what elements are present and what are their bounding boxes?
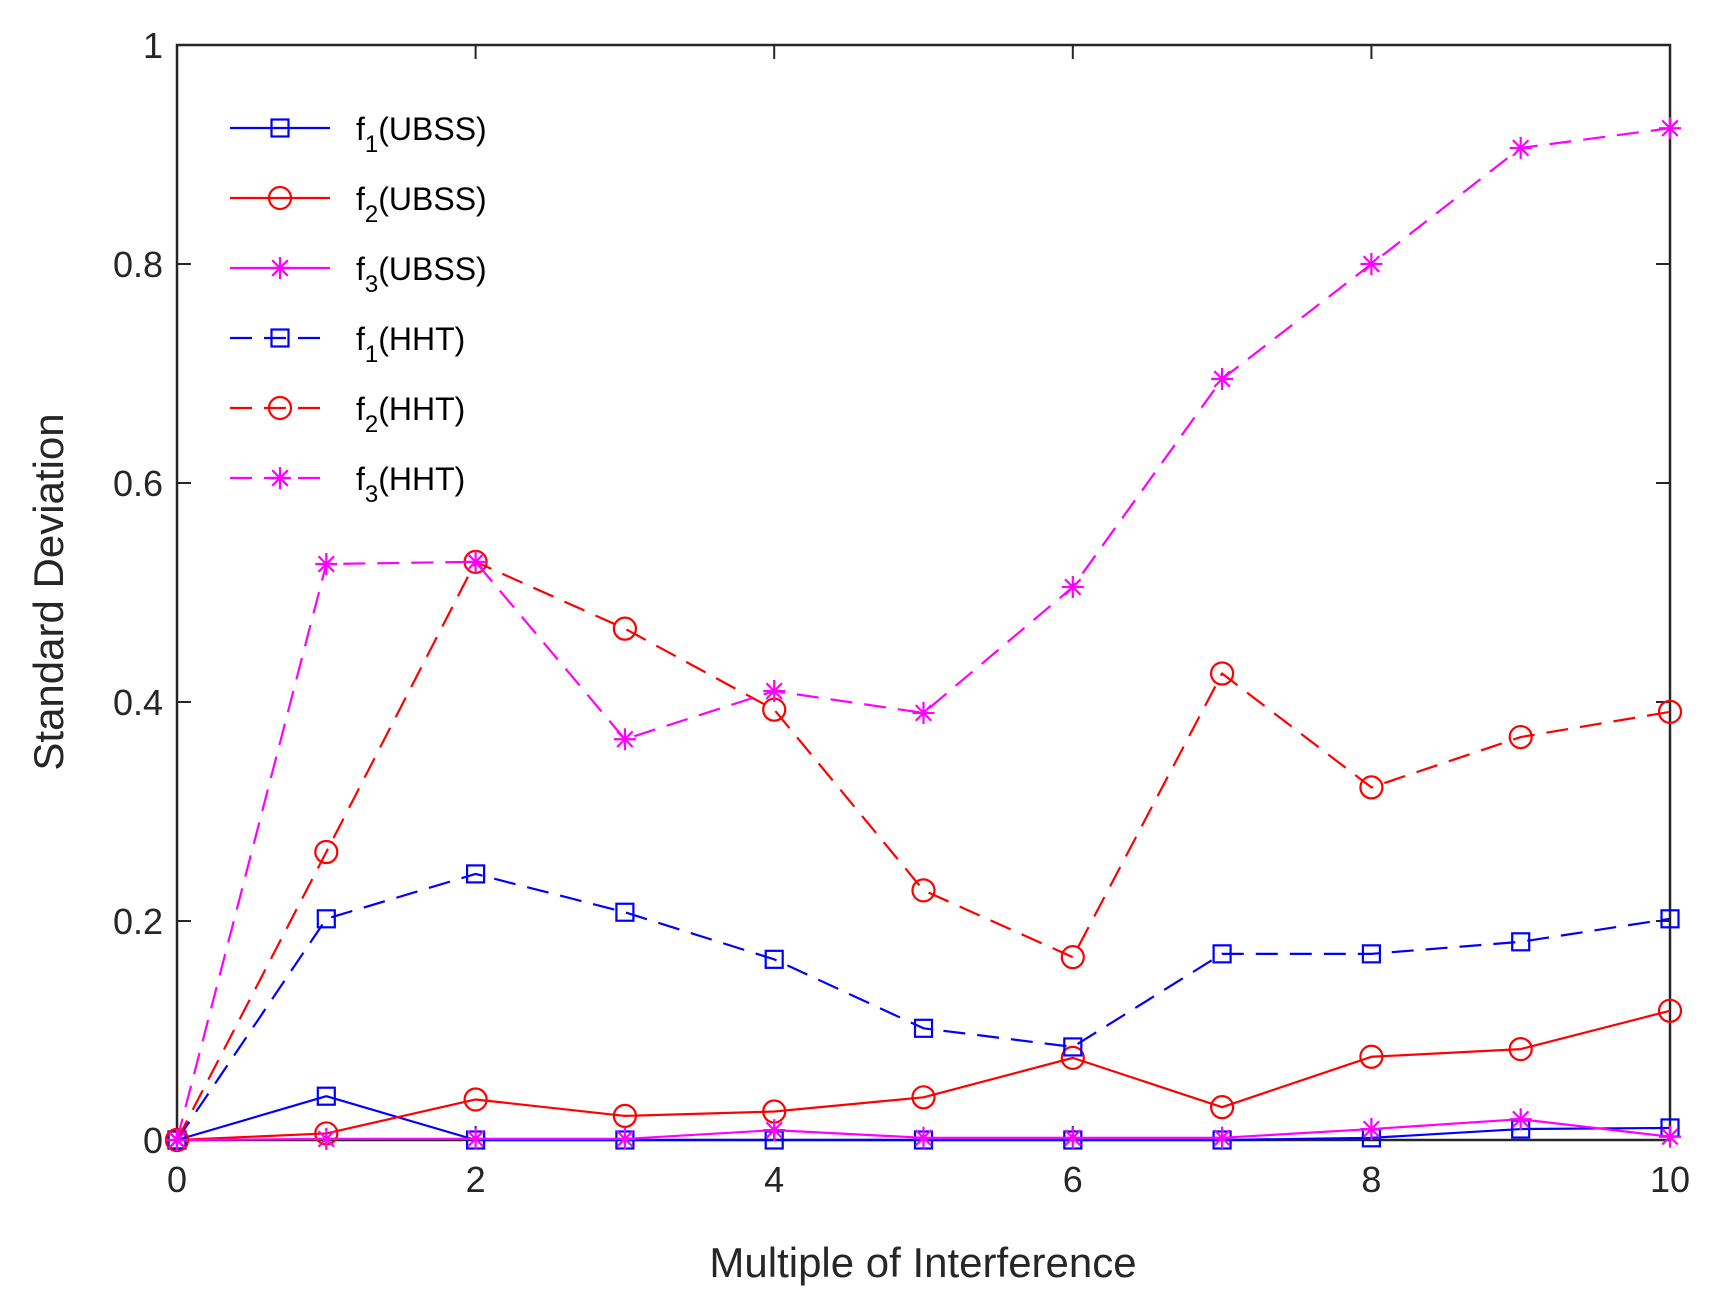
series-line [176,560,1671,1141]
legend-item: f3(HHT) [230,461,465,508]
y-tick-label: 0.8 [113,244,163,285]
legend-marker [269,467,291,489]
y-tick-label: 0.6 [113,463,163,504]
data-point [1659,117,1681,140]
data-point [1359,775,1384,800]
data-point [464,1127,487,1150]
y-tick-label: 1 [143,25,163,66]
data-point [315,553,338,576]
data-point [612,616,638,641]
legend-marker [267,395,293,421]
data-point [1657,699,1683,724]
x-tick-label: 2 [466,1159,486,1200]
legend-label: f3(UBSS) [356,251,487,298]
y-tick-labels: 0 0.2 0.4 0.6 0.8 1 [113,25,163,1161]
data-point [1061,1126,1084,1149]
data-point [613,728,636,751]
legend-marker [270,328,290,348]
plot-area [164,43,1683,1153]
data-point [316,909,336,929]
data-point [763,680,786,703]
data-point [1063,1037,1083,1057]
data-point [1060,1045,1085,1070]
legend-label: f2(HHT) [356,391,465,438]
data-point [1209,661,1235,686]
x-tick-labels: 0 2 4 6 8 10 [167,1159,1690,1200]
data-point [912,701,935,724]
data-point [466,864,486,884]
y-tick-label: 0 [143,1120,163,1161]
data-point [1509,1108,1532,1131]
data-point [1360,253,1383,275]
series-group [164,117,1683,1153]
series-f3(HHT) [166,117,1681,1151]
data-point [1211,367,1234,390]
data-point [615,902,635,922]
data-point [1508,724,1533,750]
data-point [1060,945,1085,970]
x-tick-label: 4 [764,1159,784,1200]
legend-marker [269,257,291,279]
legend-marker [270,118,290,138]
data-point [912,1126,935,1149]
legend-label: f1(UBSS) [356,111,487,158]
legend-label: f3(HHT) [356,461,465,508]
y-tick-label: 0.4 [113,682,163,723]
data-point [1209,1095,1235,1120]
axes-box [175,43,1672,1142]
data-point [764,949,784,969]
data-point [913,1018,934,1038]
series-line [176,872,1671,1141]
data-point [1511,932,1531,952]
x-tick-label: 6 [1063,1159,1083,1200]
data-point [464,550,487,573]
data-point [1211,1126,1234,1149]
series-line [175,127,1671,1141]
data-point [1061,576,1084,599]
data-point [1212,944,1232,964]
series-f1(HHT) [167,864,1680,1150]
data-point [315,1127,338,1150]
series-line [176,1009,1671,1142]
data-point [1509,136,1532,159]
data-point [1360,1118,1383,1141]
y-tick-label: 0.2 [113,901,163,942]
data-point [612,1103,638,1129]
legend-label: f1(HHT) [356,321,465,368]
data-point [911,878,936,903]
data-point [1508,1037,1533,1062]
legend-item: f2(UBSS) [230,181,487,228]
x-axis-title: Multiple of Interference [709,1239,1136,1286]
legend: f1(UBSS) f2(UBSS) f3(UBSS) f1(HHT) f2(HHT) f3… [230,111,487,508]
legend-marker [267,185,293,211]
data-point [463,1087,488,1112]
legend-item: f3(UBSS) [230,251,487,298]
data-point [1359,1044,1384,1069]
x-tick-label: 8 [1361,1159,1381,1200]
x-tick-label: 0 [167,1159,187,1200]
legend-item: f1(HHT) [230,321,465,368]
data-point [911,1085,936,1110]
legend-item: f1(UBSS) [230,111,487,158]
data-point [763,1119,786,1142]
legend-item: f2(HHT) [230,391,465,438]
data-point [316,1086,336,1106]
data-point [1361,944,1382,964]
data-point [1660,909,1680,929]
x-tick-label: 10 [1650,1159,1690,1200]
y-axis-title: Standard Deviation [25,413,72,770]
data-point [166,1129,188,1151]
data-point [1657,998,1683,1023]
data-point [1659,1125,1681,1148]
data-point [613,1127,636,1150]
legend-label: f2(UBSS) [356,181,487,228]
data-point [314,839,339,865]
